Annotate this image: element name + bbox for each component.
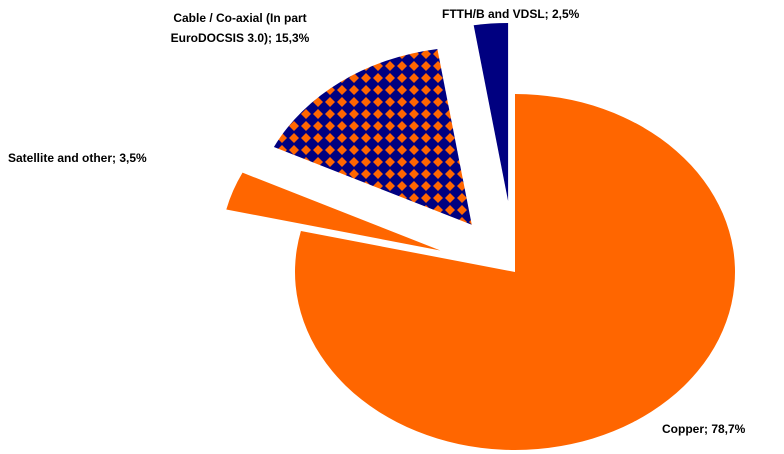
label-line: FTTH/B and VDSL; 2,5% xyxy=(442,7,580,21)
label-line: EuroDOCSIS 3.0); 15,3% xyxy=(171,31,310,45)
pie-slice xyxy=(273,48,472,225)
label-line: Copper; 78,7% xyxy=(662,422,746,436)
label-line: Satellite and other; 3,5% xyxy=(8,151,147,165)
data-label: Copper; 78,7% xyxy=(662,422,746,436)
data-label: FTTH/B and VDSL; 2,5% xyxy=(442,7,580,21)
data-label: Satellite and other; 3,5% xyxy=(8,151,147,165)
pie-slice xyxy=(294,94,736,450)
pie-slice xyxy=(226,172,441,251)
data-label: Cable / Co-axial (In part EuroDOCSIS 3.0)… xyxy=(171,11,310,45)
label-line: Cable / Co-axial (In part xyxy=(173,11,306,25)
pie-slice xyxy=(473,23,509,202)
